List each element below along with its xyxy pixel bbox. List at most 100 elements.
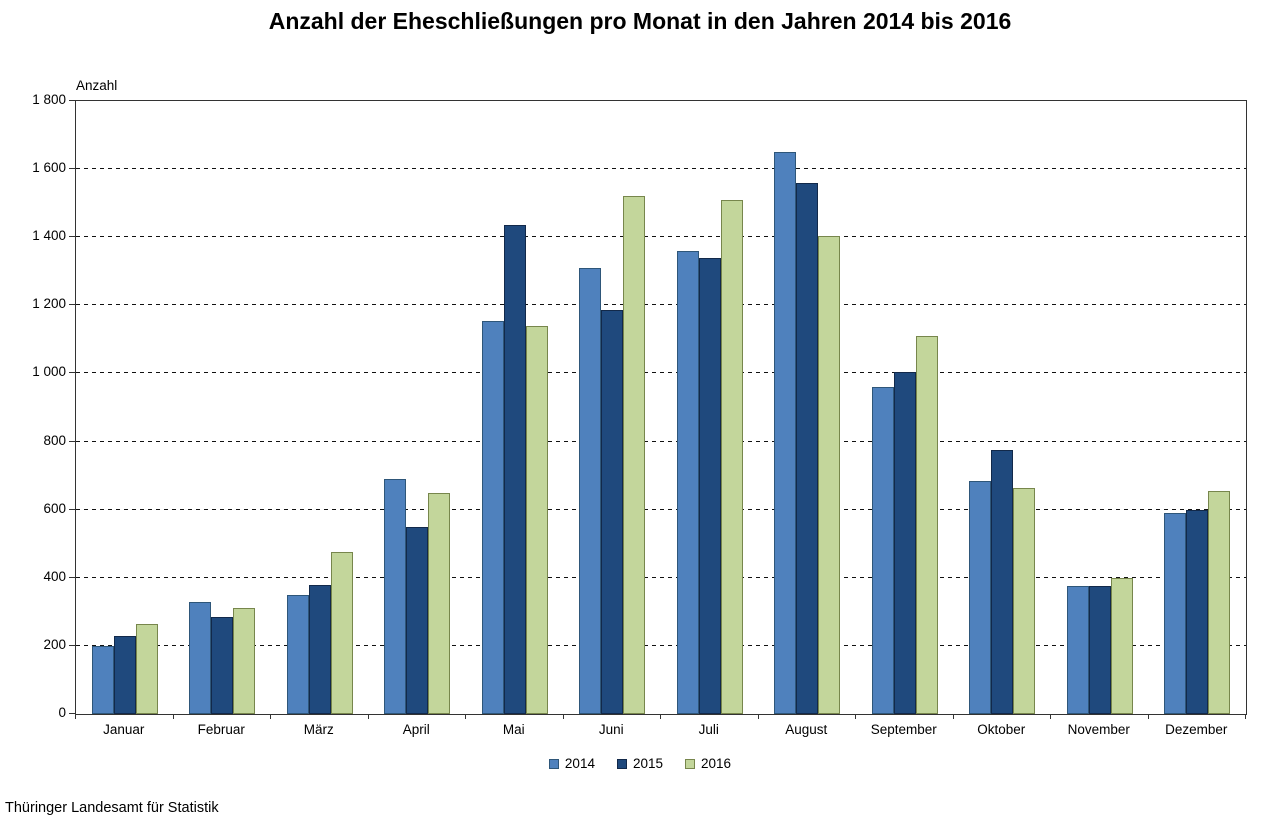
y-tick-label-0: 0 xyxy=(58,705,66,720)
bar-2016-januar xyxy=(135,624,158,714)
x-tick-mark xyxy=(367,714,369,719)
legend-label-2014: 2014 xyxy=(564,756,595,771)
x-tick-mark xyxy=(562,714,564,719)
bar-2015-november xyxy=(1088,586,1111,714)
gridline-1000 xyxy=(76,372,1246,374)
y-tick-label-1000: 1 000 xyxy=(32,364,66,380)
x-tick-label-juni: Juni xyxy=(598,722,624,737)
gridline-1600 xyxy=(76,168,1246,170)
y-tick-label-1800: 1 800 xyxy=(32,92,66,107)
y-tick-mark xyxy=(69,644,75,646)
gridline-600 xyxy=(76,508,1246,510)
bar-2015-märz xyxy=(308,585,331,714)
y-tick-mark xyxy=(69,576,75,578)
x-tick-label-märz: März xyxy=(303,722,334,737)
bar-2015-september xyxy=(893,372,916,714)
y-tick-mark xyxy=(69,100,75,101)
x-tick-mark xyxy=(1147,714,1149,719)
bar-2016-dezember xyxy=(1208,491,1231,714)
bar-2014-august xyxy=(774,152,797,714)
bar-2014-juni xyxy=(579,268,602,714)
chart-title: Anzahl der Eheschließungen pro Monat in … xyxy=(268,8,1012,34)
bar-2014-april xyxy=(384,479,407,714)
bar-2014-märz xyxy=(286,595,309,714)
bar-2016-oktober xyxy=(1013,488,1036,714)
bar-2015-oktober xyxy=(991,450,1014,714)
bar-2014-september xyxy=(871,387,894,714)
y-tick-label-1600: 1 600 xyxy=(32,160,66,176)
x-tick-label-mai: Mai xyxy=(502,722,525,737)
y-tick-mark xyxy=(69,440,75,442)
x-tick-mark xyxy=(1050,714,1051,719)
x-tick-mark xyxy=(1245,714,1246,719)
x-tick-mark xyxy=(75,714,76,719)
y-tick-mark xyxy=(69,236,75,238)
bar-2014-dezember xyxy=(1164,513,1187,714)
bar-2015-juni xyxy=(601,310,624,714)
x-tick-mark xyxy=(855,714,856,719)
gridline-200 xyxy=(76,644,1246,646)
x-tick-mark xyxy=(757,714,759,719)
gridline-800 xyxy=(76,440,1246,442)
bar-2015-juli xyxy=(698,258,721,714)
bar-2016-november xyxy=(1110,578,1133,714)
x-tick-mark xyxy=(660,714,661,719)
bar-2016-august xyxy=(818,236,841,714)
bar-2015-mai xyxy=(503,225,526,714)
bar-2014-januar xyxy=(91,646,114,714)
bar-2014-februar xyxy=(189,602,212,714)
y-tick-mark xyxy=(69,508,75,510)
x-tick-label-oktober: Oktober xyxy=(977,722,1026,737)
x-tick-label-april: April xyxy=(402,722,430,737)
legend-label-2015: 2015 xyxy=(632,756,664,771)
x-tick-label-januar: Januar xyxy=(103,722,145,737)
x-tick-label-august: August xyxy=(785,722,828,737)
plot-area xyxy=(75,100,1247,715)
y-tick-mark xyxy=(69,713,75,714)
x-tick-mark xyxy=(270,714,271,719)
legend-item-2014: 2014 xyxy=(548,756,595,771)
x-tick-label-februar: Februar xyxy=(197,722,245,737)
bar-2014-november xyxy=(1066,586,1089,714)
x-tick-mark xyxy=(172,714,174,719)
legend-item-2016: 2016 xyxy=(685,756,731,771)
bar-2016-februar xyxy=(233,608,256,714)
bar-2016-april xyxy=(428,493,451,714)
bar-2015-februar xyxy=(211,617,234,714)
bar-2014-juli xyxy=(676,251,699,714)
y-tick-mark xyxy=(69,372,75,374)
x-tick-mark xyxy=(465,714,466,719)
gridline-1200 xyxy=(76,304,1246,306)
bar-2015-august xyxy=(796,183,819,714)
gridline-1400 xyxy=(76,236,1246,238)
bar-2015-dezember xyxy=(1186,510,1209,714)
legend-swatch-2014 xyxy=(548,758,559,769)
x-tick-label-september: September xyxy=(870,722,937,737)
bar-2016-juni xyxy=(623,196,646,714)
y-tick-mark xyxy=(69,304,75,306)
y-axis-title: Anzahl xyxy=(76,78,118,93)
legend-swatch-2015 xyxy=(616,758,627,769)
bar-2015-januar xyxy=(113,636,136,714)
y-tick-mark xyxy=(69,168,75,170)
legend: 2014 2015 2016 xyxy=(0,756,1280,771)
y-tick-label-200: 200 xyxy=(43,636,66,652)
x-tick-label-juli: Juli xyxy=(698,722,719,737)
legend-swatch-2016 xyxy=(685,758,696,769)
bar-2016-juli xyxy=(720,200,743,714)
gridline-400 xyxy=(76,576,1246,578)
source-text: Thüringer Landesamt für Statistik xyxy=(5,800,219,816)
bar-2016-september xyxy=(915,336,938,714)
y-tick-label-800: 800 xyxy=(43,432,66,448)
x-tick-mark xyxy=(952,714,954,719)
y-tick-label-400: 400 xyxy=(43,568,66,584)
bar-2014-mai xyxy=(481,321,504,714)
y-tick-label-1200: 1 200 xyxy=(32,296,66,312)
y-tick-label-1400: 1 400 xyxy=(32,228,66,244)
bar-2014-oktober xyxy=(969,481,992,714)
x-tick-label-november: November xyxy=(1067,722,1130,737)
bar-2016-märz xyxy=(330,552,353,714)
x-tick-label-dezember: Dezember xyxy=(1165,722,1228,737)
bar-2015-april xyxy=(406,527,429,714)
bar-2016-mai xyxy=(525,326,548,714)
